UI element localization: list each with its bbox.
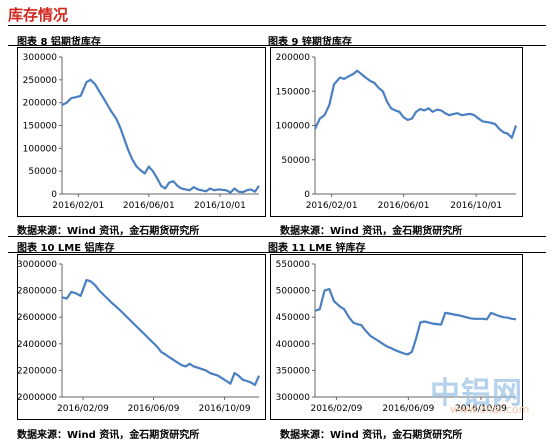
chart-panel-lme-al: 2000000 2200000 2400000 2600000 2800000 30000…: [17, 254, 266, 420]
y-tick-label: 300000: [276, 393, 311, 403]
figure-title: 图表 8 铝期货库存: [17, 37, 101, 48]
divider: [8, 252, 546, 253]
figure-title: 图表 9 锌期货库存: [268, 37, 352, 48]
divider: [8, 45, 546, 46]
x-tick-label: 2016/10/01: [450, 201, 502, 211]
chart-panel-al-futures: 0 50000 100000 150000 200000 250000 300000 2016…: [17, 47, 266, 217]
x-tick-label: 2016/02/01: [306, 201, 358, 211]
y-tick-label: 2200000: [18, 366, 57, 376]
y-tick-label: 3000000: [18, 260, 57, 270]
y-tick-label: 300000: [23, 53, 58, 63]
y-tick-label: 250000: [23, 76, 58, 86]
y-tick-label: 2600000: [18, 313, 57, 323]
chart-svg: 0 50000 100000 150000 200000 2016/02/01 2016/0…: [276, 53, 518, 211]
x-tick-label: 2016/06/09: [128, 404, 180, 414]
x-tick-label: 2016/02/09: [310, 404, 362, 414]
data-source: 数据来源：Wind 资讯，金石期货研究所: [17, 430, 200, 441]
y-tick-label: 50000: [28, 167, 57, 177]
y-tick-label: 550000: [276, 260, 311, 270]
chart-svg: 2000000 2200000 2400000 2600000 2800000 30000…: [18, 260, 261, 414]
y-tick-label: 150000: [23, 122, 58, 132]
y-tick-label: 450000: [276, 313, 311, 323]
divider: [8, 236, 546, 237]
y-tick-label: 350000: [276, 366, 311, 376]
y-tick-label: 2800000: [18, 287, 57, 297]
x-tick-label: 2016/02/09: [57, 404, 109, 414]
data-source: 数据来源：Wind 资讯，金石期货研究所: [280, 430, 463, 441]
x-tick-label: 2016/06/01: [123, 201, 175, 211]
watermark-logo: 中铝网: [430, 376, 523, 411]
x-tick-label: 2016/10/01: [194, 201, 246, 211]
section-title: 库存情况: [8, 6, 69, 24]
divider: [8, 25, 546, 26]
y-tick-label: 0: [304, 190, 310, 200]
figure-title: 图表 10 LME 铝库存: [17, 243, 115, 254]
y-tick-label: 200000: [276, 53, 311, 63]
x-tick-label: 2016/10/09: [199, 404, 251, 414]
y-tick-label: 500000: [276, 287, 311, 297]
y-tick-label: 0: [51, 190, 57, 200]
y-tick-label: 100000: [23, 144, 58, 154]
figure-title: 图表 11 LME 锌库存: [268, 243, 366, 254]
y-tick-label: 400000: [276, 340, 311, 350]
watermark-url: www.cnal.com: [450, 403, 530, 416]
chart-panel-zn-futures: 0 50000 100000 150000 200000 2016/02/01 2016/0…: [270, 47, 523, 217]
x-tick-label: 2016/06/09: [382, 404, 434, 414]
y-tick-label: 100000: [276, 122, 311, 132]
y-tick-label: 2000000: [18, 393, 57, 403]
chart-svg: 300000 350000 400000 450000 500000 550000 2016…: [276, 260, 517, 414]
chart-panel-lme-zn: 300000 350000 400000 450000 500000 550000 2016…: [270, 254, 523, 420]
series-line: [61, 78, 260, 194]
chart-svg: 0 50000 100000 150000 200000 250000 300000 2016…: [23, 53, 260, 211]
y-tick-label: 2400000: [18, 340, 57, 350]
series-line: [314, 287, 517, 356]
x-tick-label: 2016/02/01: [52, 201, 104, 211]
y-tick-label: 150000: [276, 87, 311, 97]
x-tick-label: 2016/06/01: [378, 201, 430, 211]
data-source: 数据来源：Wind 资讯，金石期货研究所: [280, 226, 463, 237]
data-source: 数据来源：Wind 资讯，金石期货研究所: [17, 226, 200, 237]
series-line: [61, 278, 261, 387]
series-line: [314, 69, 518, 139]
x-tick-label: 2016/10/09: [455, 404, 507, 414]
y-tick-label: 50000: [281, 156, 310, 166]
y-tick-label: 200000: [23, 99, 58, 109]
